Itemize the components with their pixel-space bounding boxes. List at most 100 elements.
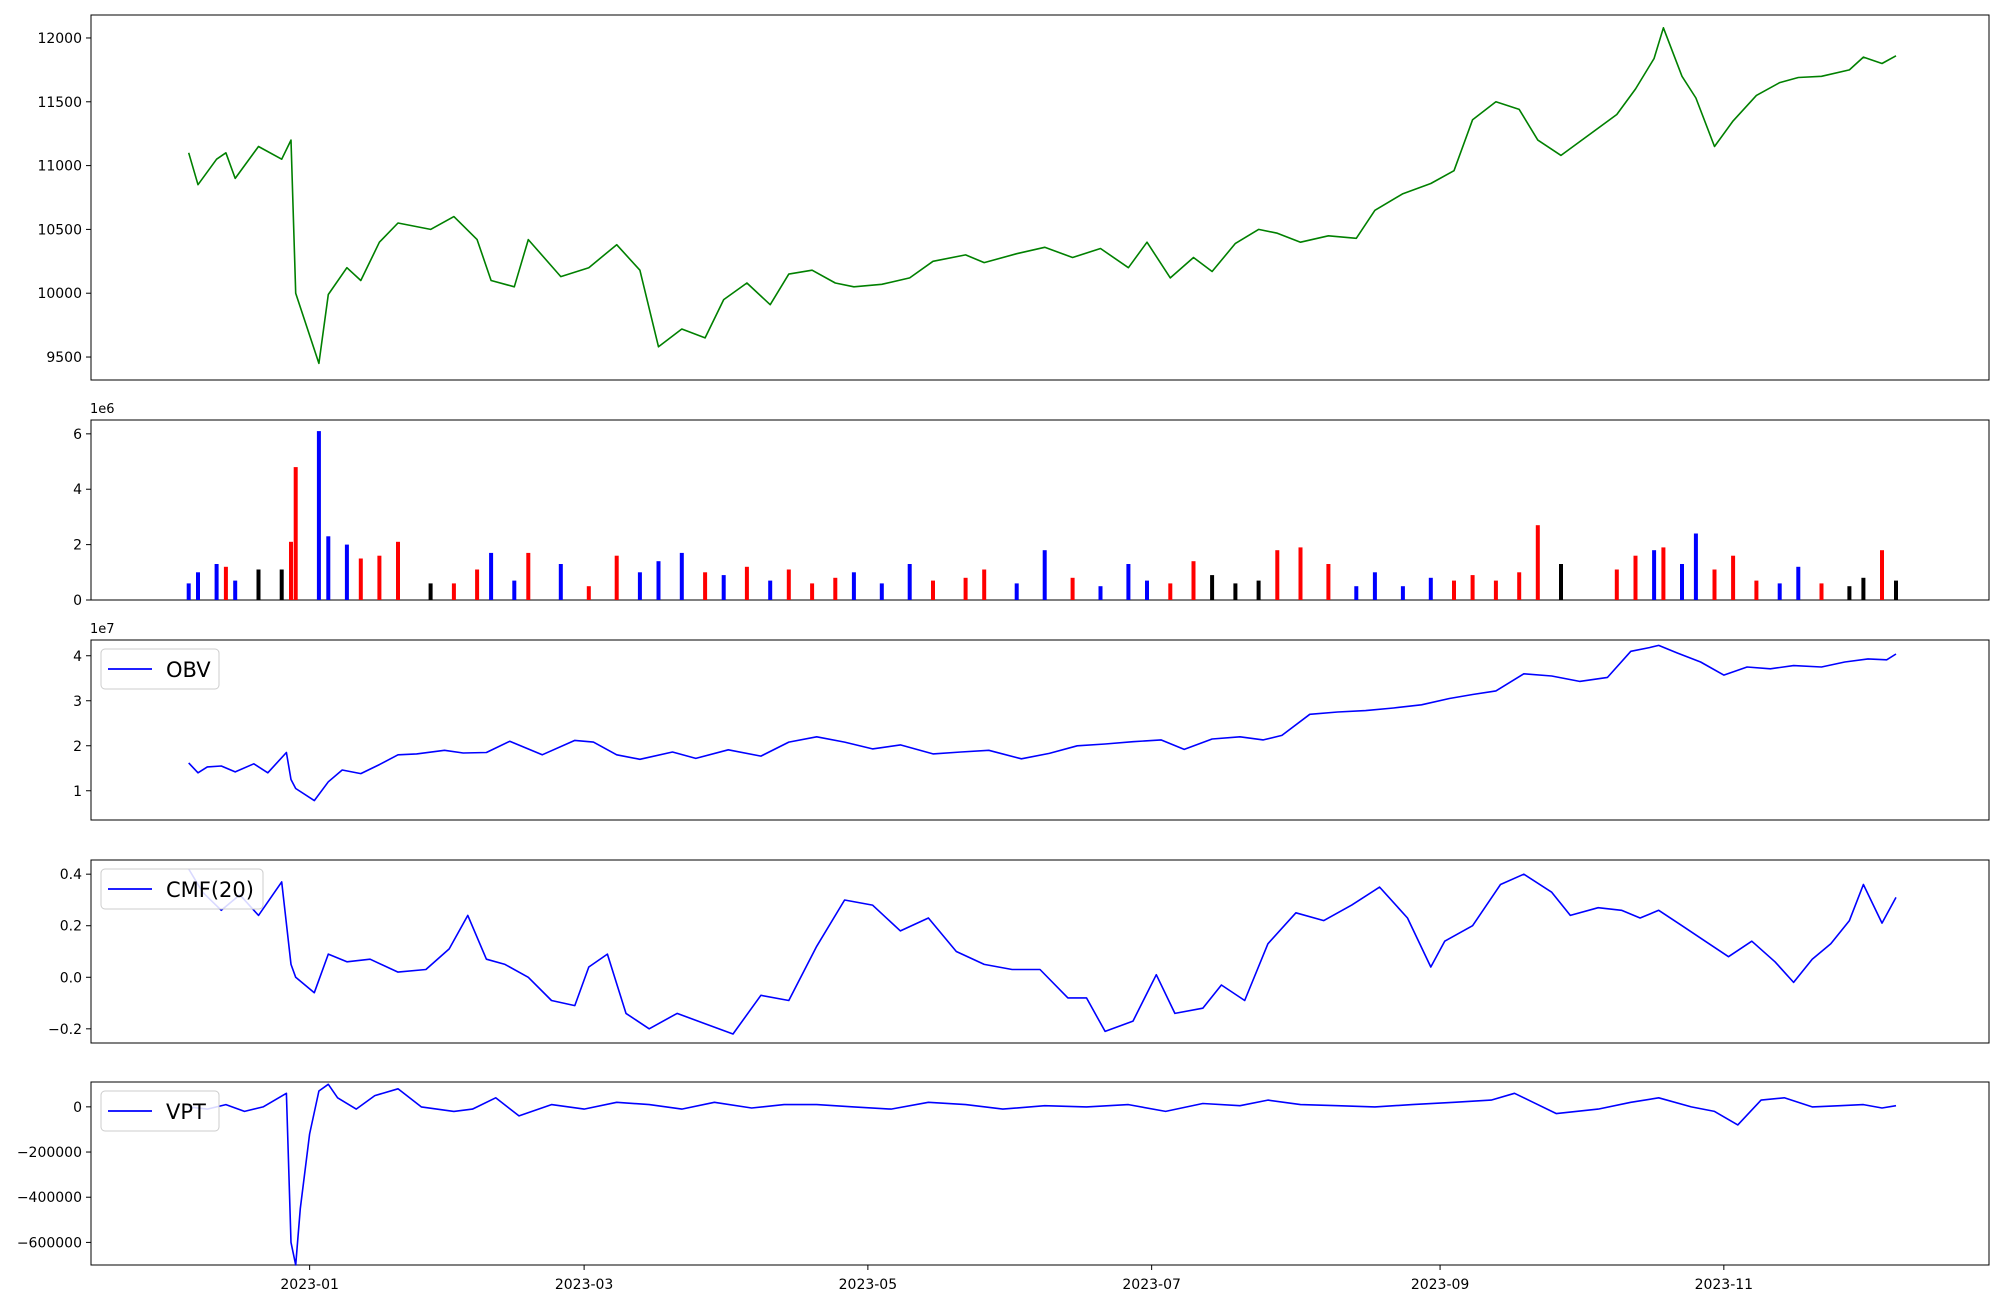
volume-bar (1042, 550, 1047, 600)
vpt-legend: VPT (100, 1090, 220, 1132)
vpt-legend-box (100, 1090, 220, 1132)
volume-bar (214, 564, 219, 600)
volume-bar (1452, 580, 1456, 600)
volume-bar (1731, 555, 1736, 600)
x-tick-label: 2023-11 (1695, 1277, 1754, 1293)
volume-bar (1354, 586, 1359, 600)
volume-bar (1400, 586, 1405, 600)
price-ytick-label: 11000 (37, 159, 82, 175)
price-series-line (187, 26, 1897, 365)
volume-axes-frame (90, 419, 1990, 601)
volume-bar (451, 583, 456, 600)
volume-bar (526, 552, 531, 600)
cmf-panel: −0.2 0.0 0.2 0.4 CMF(20) (48, 859, 1990, 1044)
volume-bar (1517, 572, 1522, 600)
volume-bar (721, 575, 726, 600)
price-ytick-label: 9500 (46, 350, 82, 366)
volume-bar (1428, 577, 1433, 600)
volume-bar (1559, 564, 1563, 600)
obv-series-line (188, 644, 1897, 802)
volume-bar (768, 580, 773, 600)
x-tick-label: 2023-09 (1411, 1277, 1470, 1293)
volume-bar (1661, 547, 1666, 600)
volume-bar (907, 564, 912, 600)
volume-bar (1633, 555, 1638, 600)
volume-bar (656, 561, 661, 600)
volume-bar (186, 583, 191, 600)
volume-bar (1614, 569, 1619, 600)
volume-bar (279, 569, 284, 600)
cmf-ytick-label: 0.2 (60, 919, 82, 935)
x-tick-label: 2023-05 (839, 1277, 898, 1293)
volume-bar (1210, 575, 1215, 600)
volume-bar (637, 572, 642, 600)
volume-bar (1191, 561, 1196, 600)
volume-bar (1145, 580, 1149, 600)
volume-bar (1861, 577, 1866, 600)
volume-bar (1070, 577, 1075, 600)
obv-exponent-label: 1e7 (90, 622, 115, 637)
volume-bar (316, 431, 321, 600)
volume-bar (1493, 580, 1498, 600)
volume-bar (233, 580, 238, 600)
volume-bar (377, 555, 382, 600)
volume-bar (679, 552, 684, 600)
cmf-axes-frame (90, 859, 1990, 1044)
volume-bar (1275, 550, 1280, 600)
volume-bar (1894, 580, 1898, 600)
obv-legend-box (100, 648, 220, 690)
volume-bar (256, 569, 261, 600)
x-axis: 2023-01 2023-03 2023-05 2023-07 2023-09 2023-… (280, 1265, 1753, 1293)
obv-axes-frame (90, 639, 1990, 821)
volume-bar (1712, 569, 1717, 600)
volume-bar (475, 569, 480, 600)
volume-bar (293, 467, 298, 600)
volume-bar (931, 580, 935, 600)
volume-bar (489, 552, 494, 600)
volume-bar (1819, 583, 1824, 600)
price-ytick-label: 10500 (37, 222, 82, 238)
volume-bar (1126, 564, 1131, 600)
volume-bar (1372, 572, 1377, 600)
volume-ytick-label: 4 (73, 482, 82, 498)
volume-bar (744, 566, 749, 600)
obv-ytick-label: 4 (73, 649, 82, 665)
volume-bar (1880, 550, 1884, 600)
volume-bar (396, 541, 400, 600)
volume-ytick-label: 2 (73, 538, 82, 554)
volume-bar (1168, 583, 1173, 600)
volume-bar (1256, 580, 1261, 600)
volume-ytick-label: 0 (73, 593, 82, 609)
cmf-legend-box (100, 868, 264, 910)
volume-bar (982, 569, 987, 600)
volume-bar (879, 583, 884, 600)
obv-ytick-label: 2 (73, 739, 82, 755)
volume-bar (1535, 525, 1540, 600)
volume-bar (1298, 547, 1303, 600)
volume-bar (1326, 564, 1331, 600)
volume-bar (223, 566, 228, 600)
x-tick-label: 2023-07 (1122, 1277, 1181, 1293)
price-panel: 9500 10000 10500 11000 11500 12000 (37, 14, 1990, 381)
volume-bar (196, 572, 200, 600)
volume-bar (1014, 583, 1019, 600)
volume-bar (358, 558, 363, 600)
obv-ytick-label: 1 (73, 784, 82, 800)
vpt-panel: −600000 −400000 −200000 0 VPT (17, 1081, 1990, 1266)
volume-bar (851, 572, 856, 600)
volume-bar (1796, 566, 1801, 600)
cmf-ytick-label: 0.0 (60, 970, 82, 986)
volume-bar (614, 555, 619, 600)
volume-bar (344, 544, 349, 600)
volume-ytick-label: 6 (73, 427, 82, 443)
volume-bar (1652, 550, 1657, 600)
x-tick-label: 2023-03 (555, 1277, 614, 1293)
volume-bar (1754, 580, 1759, 600)
price-ytick-label: 12000 (37, 31, 82, 47)
volume-bar (289, 541, 293, 600)
volume-bar (586, 586, 591, 600)
vpt-series-line (188, 1083, 1897, 1266)
volume-bar (810, 583, 815, 600)
